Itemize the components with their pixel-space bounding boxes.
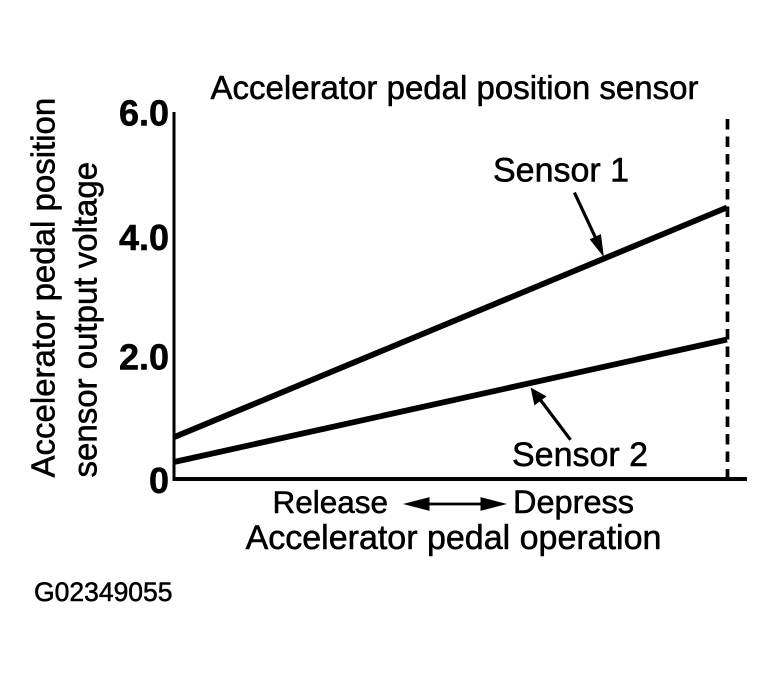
svg-text:6.0: 6.0 (119, 93, 169, 134)
svg-text:Release: Release (273, 484, 389, 520)
svg-text:Accelerator pedal position: Accelerator pedal position (25, 98, 62, 478)
svg-text:Depress: Depress (513, 484, 634, 520)
svg-text:Sensor 2: Sensor 2 (512, 436, 648, 474)
svg-text:Accelerator pedal position sen: Accelerator pedal position sensor (211, 69, 699, 106)
svg-text:4.0: 4.0 (119, 217, 169, 258)
svg-text:0: 0 (149, 460, 169, 501)
svg-text:Sensor 1: Sensor 1 (493, 152, 629, 190)
svg-text:G02349055: G02349055 (34, 577, 173, 607)
svg-text:sensor output voltage: sensor output voltage (67, 162, 104, 478)
svg-text:2.0: 2.0 (119, 337, 169, 378)
svg-text:Accelerator pedal operation: Accelerator pedal operation (246, 519, 662, 557)
